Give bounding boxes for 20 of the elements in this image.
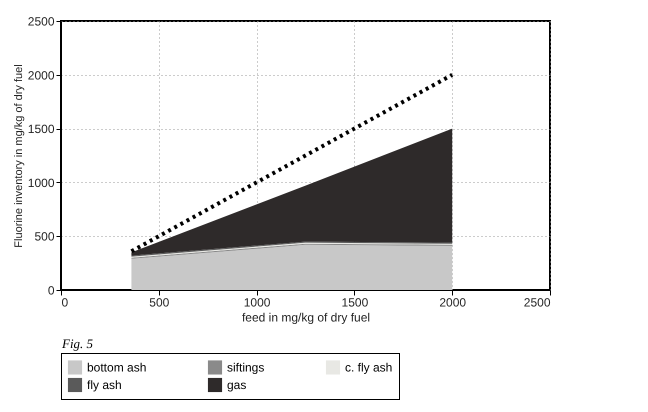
y-tick-label: 2000 [28, 68, 55, 82]
x-tick-label: 1500 [342, 296, 369, 310]
x-axis-title: feed in mg/kg of dry fuel [242, 310, 370, 324]
x-tick-label: 1000 [244, 296, 271, 310]
y-tick-label: 0 [48, 284, 55, 298]
x-tick-label: 2000 [439, 296, 466, 310]
x-tick-label: 2500 [524, 296, 551, 310]
caption: Fig. 5 [62, 336, 94, 352]
y-tick-label: 1000 [28, 176, 55, 190]
y-tick-label: 1500 [28, 122, 55, 136]
legend-label: gas [227, 378, 246, 392]
y-axis-title: Fluorine inventory in mg/kg of dry fuel [12, 64, 25, 248]
y-tick-label: 2500 [28, 14, 55, 28]
x-tick-label: 500 [149, 296, 170, 310]
y-tick-label: 500 [34, 230, 55, 244]
legend-label: c. fly ash [345, 360, 392, 374]
legend-label: bottom ash [87, 360, 146, 374]
x-tick-label: 0 [62, 296, 68, 310]
legend-label: fly ash [87, 378, 122, 392]
legend-label: siftings [227, 360, 264, 374]
